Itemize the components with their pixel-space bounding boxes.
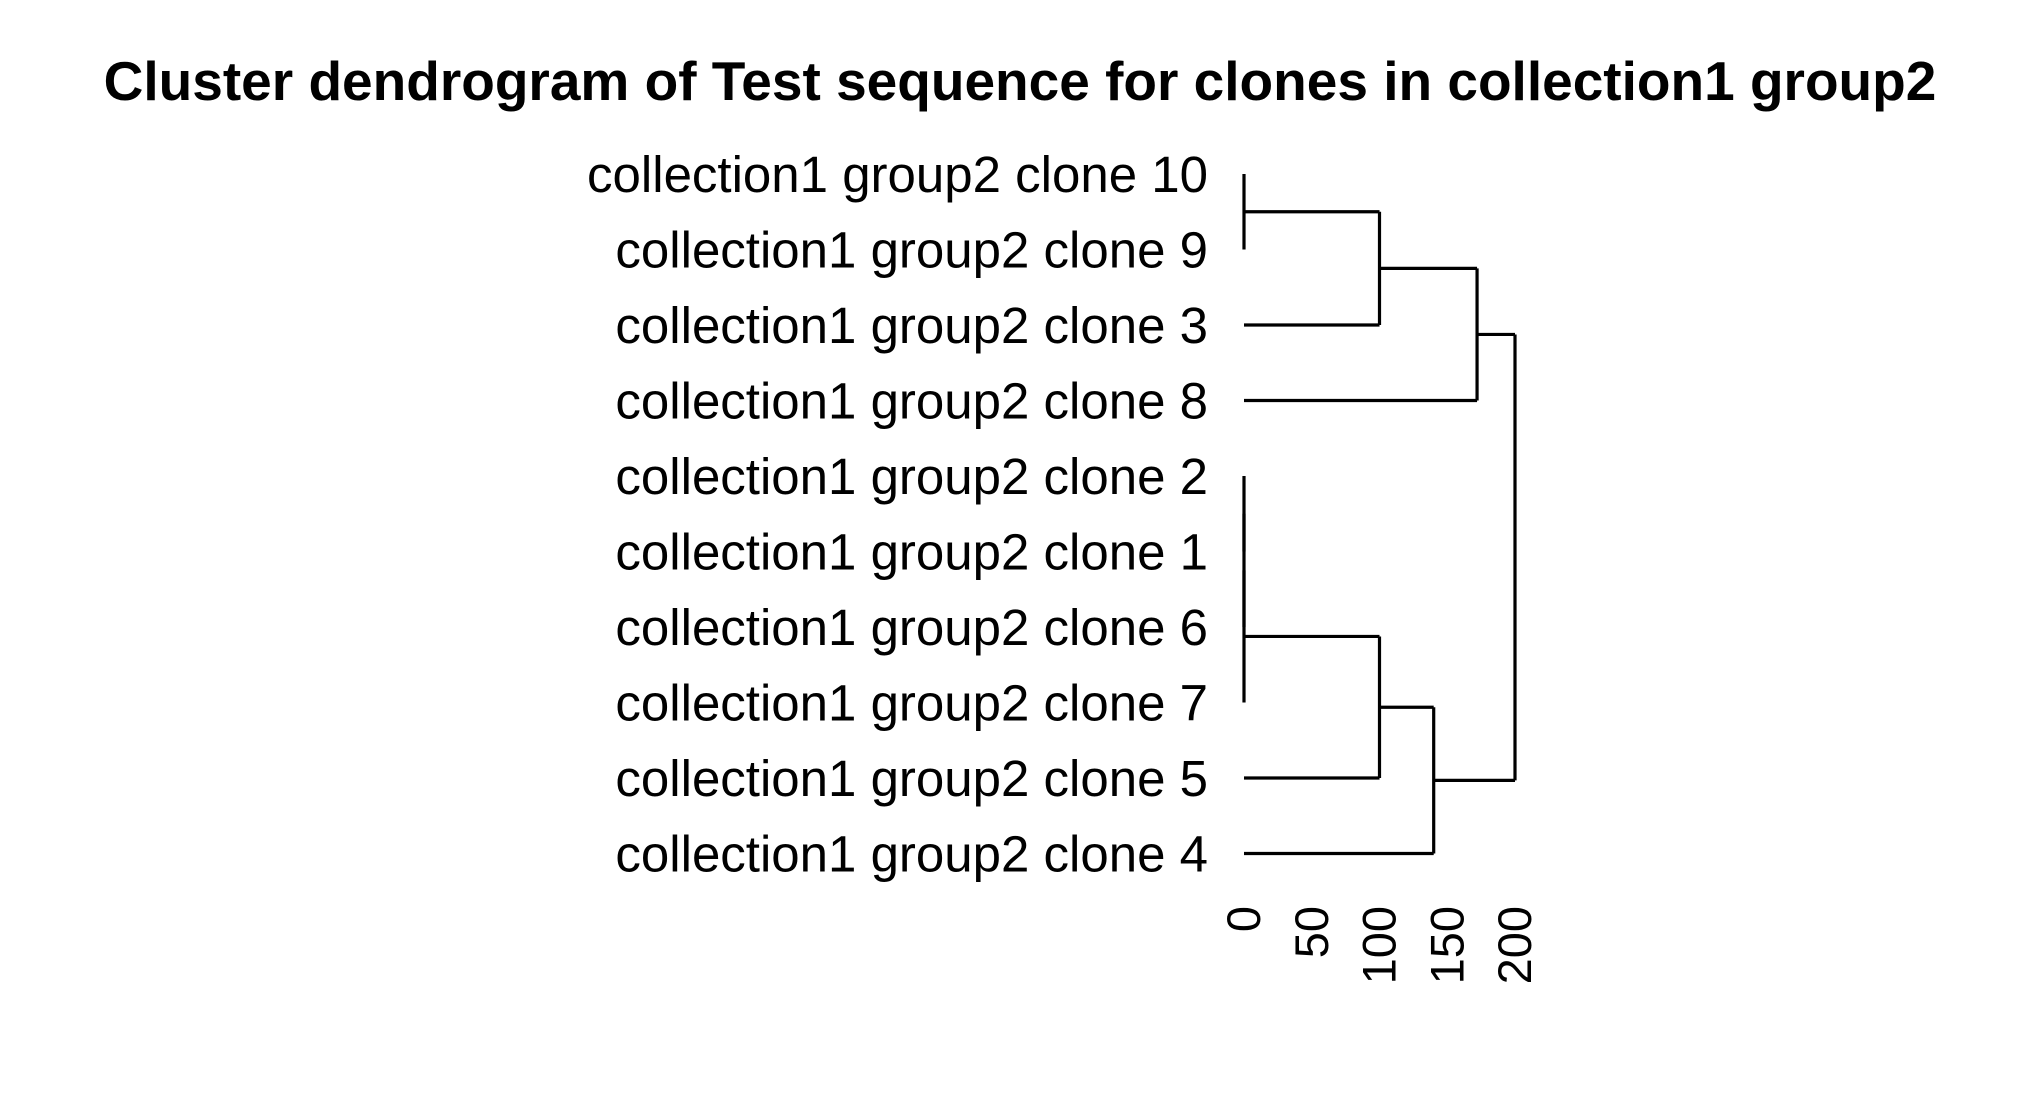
leaf-label: collection1 group2 clone 6 (615, 599, 1208, 656)
axis-tick-label: 200 (1488, 906, 1541, 984)
axis-tick-label: 0 (1217, 906, 1270, 932)
chart-title: Cluster dendrogram of Test sequence for … (104, 50, 1937, 112)
height-axis: 0 50 100 150 200 (1217, 906, 1541, 984)
leaf-labels: collection1 group2 clone 10 collection1 g… (587, 146, 1208, 883)
leaf-label: collection1 group2 clone 7 (615, 675, 1208, 732)
axis-tick-label: 100 (1353, 906, 1406, 984)
leaf-label: collection1 group2 clone 4 (615, 826, 1208, 883)
leaf-label: collection1 group2 clone 8 (615, 373, 1208, 430)
dendrogram-branches (1242, 174, 1517, 856)
axis-tick-label: 50 (1285, 906, 1338, 958)
leaf-label: collection1 group2 clone 1 (615, 524, 1208, 581)
leaf-label: collection1 group2 clone 2 (615, 448, 1208, 505)
leaf-label: collection1 group2 clone 5 (615, 750, 1208, 807)
leaf-label: collection1 group2 clone 9 (615, 222, 1208, 279)
leaf-label: collection1 group2 clone 10 (587, 146, 1208, 203)
axis-tick-label: 150 (1420, 906, 1473, 984)
leaf-label: collection1 group2 clone 3 (615, 297, 1208, 354)
